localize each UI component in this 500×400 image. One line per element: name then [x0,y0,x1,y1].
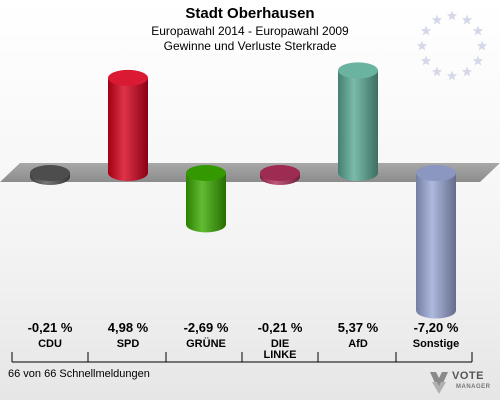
value-label: -0,21 % [257,320,303,335]
bar-sonstige [416,165,457,319]
category-label: CDU [38,338,62,350]
logo-text: VOTE [452,370,484,382]
value-label: 4,98 % [107,320,149,335]
chart-subtitle-2: Gewinne und Verluste Sterkrade [163,39,337,53]
footer-note: 66 von 66 Schnellmeldungen [8,368,150,380]
bar-afd [338,62,378,181]
bar-cdu [30,165,70,186]
category-label: SPD [116,338,140,350]
category-label: Sonstige [412,338,460,350]
bar-die-linke [260,165,300,186]
category-axis [11,352,473,363]
category-label: GRÜNE [186,338,226,350]
category-label: AfD [348,338,368,350]
bar-spd [108,69,148,181]
logo-subtext: MANAGER [456,384,491,390]
chart-subtitle: Europawahl 2014 - Europawahl 2009 [151,24,349,38]
vote-manager-logo-icon [430,372,448,394]
value-label: -0,21 % [27,320,73,335]
bar-grüne [186,165,226,233]
value-label: -7,20 % [413,320,459,335]
value-label: 5,37 % [337,320,379,335]
category-label: DIE LINKE [263,338,297,361]
value-label: -2,69 % [183,320,229,335]
chart-title: Stadt Oberhausen [185,5,315,22]
eu-stars-icon [416,10,488,81]
